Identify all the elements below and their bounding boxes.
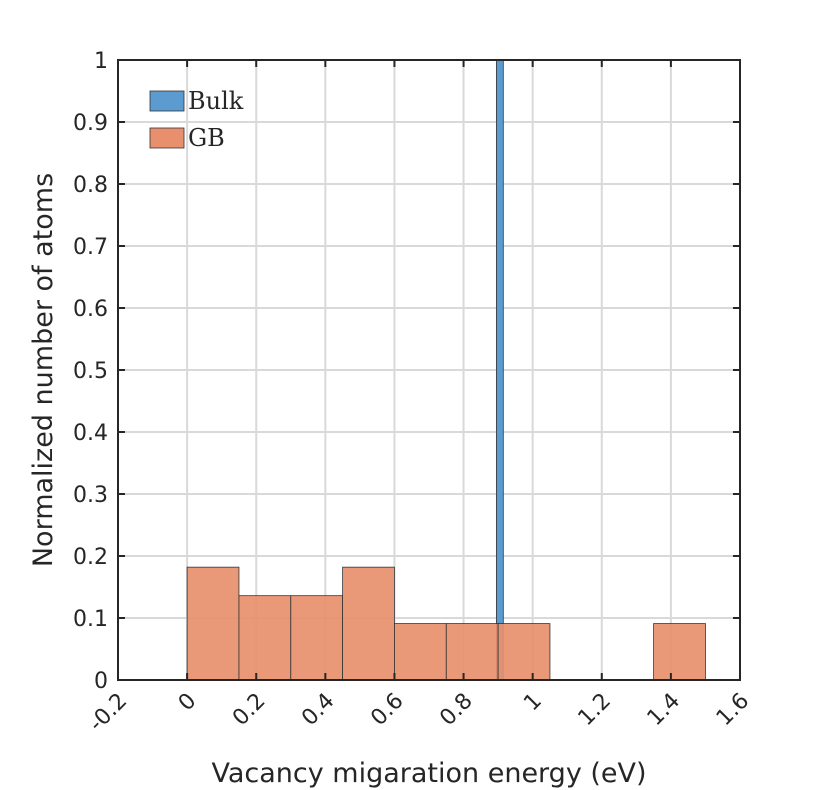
y-tick-label: 0.2 [73, 545, 108, 570]
x-tick-label: 0.2 [228, 689, 270, 731]
x-tick-label: 1 [519, 689, 547, 717]
y-axis-title: Normalized number of atoms [28, 173, 59, 567]
x-axis-title: Vacancy migaration energy (eV) [211, 758, 646, 789]
y-tick-label: 0.6 [73, 297, 108, 322]
x-tick-label: 1.4 [643, 689, 685, 731]
y-tick-label: 0.4 [73, 421, 108, 446]
x-tick-label: -0.2 [84, 689, 132, 737]
y-tick-label: 0.7 [73, 235, 108, 260]
y-tick-labels: 0 0.1 0.2 0.3 0.4 0.5 0.6 0.7 0.8 0.9 1 [73, 49, 108, 694]
y-tick-label: 0 [94, 669, 108, 694]
y-tick-label: 0.3 [73, 483, 108, 508]
bar-gb [445, 623, 499, 681]
bar-gb [238, 595, 292, 681]
bar-gb [497, 623, 551, 681]
bar-gb [653, 623, 706, 681]
legend-swatch-gb [149, 127, 185, 149]
x-tick-labels: -0.2 0 0.2 0.4 0.6 0.8 1 1.2 1.4 1.6 [84, 689, 754, 737]
y-tick-label: 0.9 [73, 111, 108, 136]
bar-bulk [495, 59, 504, 681]
legend: Bulk GB [149, 87, 244, 152]
bar-gb [342, 566, 395, 681]
x-tick-label: 1.2 [574, 689, 616, 731]
x-tick-label: 0.4 [297, 689, 339, 731]
y-tick-label: 1 [94, 49, 108, 74]
x-tick-label: 1.6 [712, 689, 754, 731]
bar-gb [186, 566, 240, 681]
y-tick-label: 0.1 [73, 607, 108, 632]
y-tick-label: 0.8 [73, 173, 108, 198]
legend-label-bulk: Bulk [188, 87, 244, 115]
legend-label-gb: GB [188, 124, 225, 152]
axis-ticks [117, 59, 741, 681]
bar-gb [290, 595, 344, 681]
bar-gb [394, 623, 447, 681]
legend-swatch-bulk [149, 90, 185, 112]
y-tick-label: 0.5 [73, 359, 108, 384]
x-tick-label: 0.8 [435, 689, 477, 731]
grid-lines [118, 60, 740, 680]
x-tick-label: 0.6 [366, 689, 408, 731]
x-tick-label: 0 [174, 689, 202, 717]
